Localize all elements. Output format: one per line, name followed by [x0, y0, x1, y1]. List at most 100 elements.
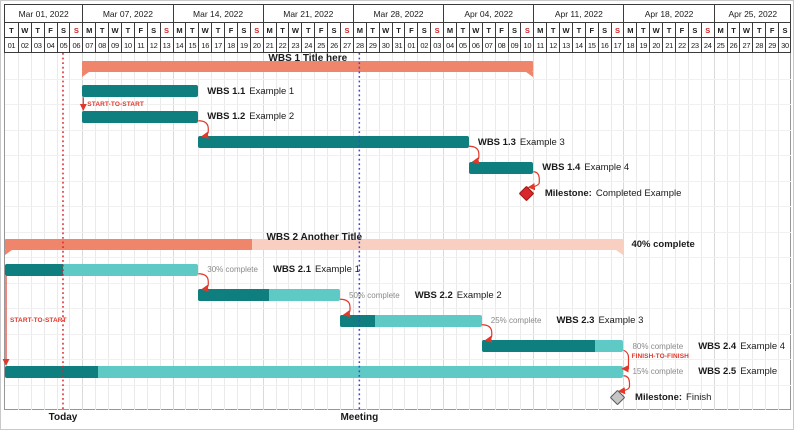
- task-desc: Example 2: [249, 111, 295, 123]
- grid-row-line: [5, 384, 791, 386]
- grid-row-line: [5, 282, 791, 284]
- header-day-letter-cell: F: [314, 23, 327, 37]
- header-day-letter-cell: M: [82, 23, 95, 37]
- header-day-number-cell: 17: [211, 38, 224, 53]
- header-day-number-cell: 14: [172, 38, 186, 53]
- header-week-cell: Apr 11, 2022: [533, 5, 623, 22]
- header-day-number-cell: 09: [507, 38, 521, 53]
- task-bar-progress: [198, 289, 270, 302]
- header-day-letter-cell: S: [417, 23, 430, 37]
- task-bar: [468, 161, 534, 174]
- group-bar-left-tip: [82, 71, 90, 77]
- meeting-label: Meeting: [340, 412, 379, 423]
- header-day-number-cell: 29: [765, 38, 778, 53]
- header-separator: [4, 37, 791, 38]
- header-day-number-cell: 23: [288, 38, 301, 53]
- task-name: WBS 2.2: [414, 289, 453, 301]
- header-day-letter-cell: T: [662, 23, 675, 37]
- header-day-letter-cell: S: [507, 23, 521, 37]
- header-week-cell: Mar 07, 2022: [82, 5, 172, 22]
- header-day-number-cell: 24: [301, 38, 314, 53]
- header-day-number-cell: 06: [468, 38, 482, 53]
- header-day-letter-cell: W: [559, 23, 572, 37]
- header-day-number-cell: 10: [520, 38, 533, 53]
- task-bar-progress: [340, 314, 376, 327]
- task-label: 15% complete WBS 2.5 Example: [632, 365, 777, 379]
- group-bar-progress: [5, 239, 253, 251]
- header-day-number-cell: 25: [713, 38, 727, 53]
- header-day-number-cell: 09: [108, 38, 121, 53]
- header-week-cell: Apr 18, 2022: [623, 5, 713, 22]
- task-name: WBS 1.4: [542, 162, 581, 174]
- header-day-number-cell: 19: [636, 38, 649, 53]
- header-day-number-cell: 18: [623, 38, 636, 53]
- milestone-label: Milestone: Completed Example: [545, 186, 682, 200]
- group-title: WBS 2 Another Title: [266, 231, 363, 243]
- task-label: WBS 1.4 Example 4: [542, 161, 629, 175]
- header-day-number-cell: 03: [30, 38, 44, 53]
- header-day-number-cell: 15: [584, 38, 598, 53]
- header-day-number-cell: 28: [752, 38, 765, 53]
- grid-row-line: [5, 333, 791, 335]
- header-day-letter-cell: S: [597, 23, 611, 37]
- header-day-letter-cell: T: [365, 23, 379, 37]
- header-day-number-cell: 05: [56, 38, 70, 53]
- header-day-number-cell: 25: [314, 38, 327, 53]
- header-day-number-cell: 07: [82, 38, 95, 53]
- grid-row-line: [5, 257, 791, 258]
- task-desc: Example: [740, 366, 778, 378]
- header-day-letter-cell: W: [198, 23, 211, 37]
- header-day-letter-cell: F: [494, 23, 508, 37]
- task-desc: Example 4: [584, 162, 630, 174]
- header-week-cell: Apr 04, 2022: [443, 5, 533, 22]
- header-day-letter-cell: S: [146, 23, 160, 37]
- task-percent-label: 80% complete: [632, 341, 684, 351]
- task-bar: [481, 340, 624, 353]
- header-day-letter-cell: T: [275, 23, 289, 37]
- group-bar-left-tip: [5, 250, 12, 256]
- milestone-label: Milestone: Finish: [635, 390, 711, 404]
- header-separator: [4, 22, 791, 23]
- header-day-number-cell: 06: [69, 38, 82, 53]
- header-day-number-cell: 07: [481, 38, 495, 53]
- header-day-letter-cell: W: [17, 23, 31, 37]
- header-day-letter-cell: W: [378, 23, 392, 37]
- task-label: 50% complete WBS 2.2 Example 2: [349, 288, 502, 302]
- header-day-letter-cell: S: [249, 23, 263, 37]
- header-day-number-cell: 24: [700, 38, 714, 53]
- task-name: WBS 2.1: [272, 264, 311, 276]
- task-label: WBS 1.2 Example 2: [207, 110, 294, 124]
- header-day-letter-cell: T: [546, 23, 559, 37]
- header-day-letter-cell: M: [533, 23, 546, 37]
- header-day-number-cell: 11: [133, 38, 147, 53]
- task-desc: Example 2: [456, 289, 502, 301]
- header-day-number-cell: 29: [365, 38, 379, 53]
- header-day-number-cell: 30: [378, 38, 392, 53]
- task-percent-label: 25% complete: [490, 316, 542, 326]
- header-day-number-cell: 01: [404, 38, 417, 53]
- header-day-number-cell: 10: [120, 38, 134, 53]
- header-day-number-cell: 13: [159, 38, 173, 53]
- header-day-number-cell: 14: [571, 38, 585, 53]
- header-day-letter-cell: T: [185, 23, 198, 37]
- grid-row-line: [5, 129, 791, 131]
- header-day-letter-cell: S: [236, 23, 250, 37]
- header-day-letter-cell: T: [9, 25, 14, 35]
- task-name: WBS 2.5: [698, 366, 737, 378]
- header-day-number-cell: 16: [198, 38, 211, 53]
- header-day-letter-cell: S: [700, 23, 714, 37]
- task-name: WBS 1.1: [207, 85, 246, 97]
- header-day-number-cell: 11: [533, 38, 546, 53]
- header-day-number-cell: 27: [739, 38, 752, 53]
- grid-row-line: [5, 78, 791, 80]
- group-title: WBS 1 Title here: [268, 53, 348, 65]
- header-day-letter-cell: S: [430, 23, 443, 37]
- header-day-number-cell: 12: [146, 38, 160, 53]
- header-day-letter-cell: W: [108, 23, 121, 37]
- header-day-letter-cell: S: [610, 23, 624, 37]
- grid-row-line: [5, 206, 791, 207]
- header-week-cell: Mar 14, 2022: [172, 5, 263, 22]
- task-label: WBS 1.3 Example 3: [478, 135, 565, 149]
- task-bar: [82, 85, 199, 98]
- header-day-number-cell: 31: [391, 38, 405, 53]
